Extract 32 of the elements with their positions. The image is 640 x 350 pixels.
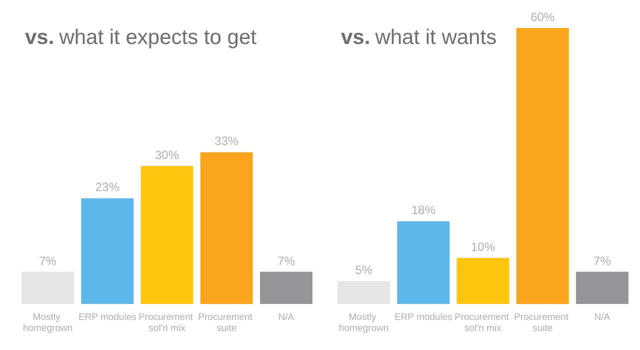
category-label: Procurement suite <box>198 312 252 334</box>
category-label: ERP modules <box>394 312 452 323</box>
category-label: ERP modules <box>78 312 136 323</box>
chart-title: vs. what it wants <box>341 26 497 49</box>
data-label: 23% <box>95 180 120 194</box>
bar <box>456 258 510 304</box>
bar <box>516 28 569 304</box>
category-label: N/A <box>278 312 294 323</box>
data-label: 5% <box>355 263 373 277</box>
category-label: Procurement suite <box>514 312 568 334</box>
data-label: 30% <box>154 148 180 162</box>
category-label: Procurement sol'n mix <box>454 312 509 334</box>
bar <box>397 221 450 304</box>
data-label: 7% <box>278 254 296 268</box>
data-label: 18% <box>411 203 436 218</box>
bar <box>81 198 134 304</box>
bar <box>22 272 74 304</box>
chart-title: vs. what it expects to get <box>25 26 257 49</box>
bar <box>140 166 194 304</box>
category-label: Mostly homegrown <box>22 312 73 334</box>
data-label: 33% <box>214 134 239 148</box>
data-label: 7% <box>594 254 612 268</box>
category-label: Procurement sol'n mix <box>138 312 193 334</box>
data-label: 60% <box>530 10 555 24</box>
data-label: 10% <box>470 240 496 254</box>
bar <box>200 152 253 304</box>
bar <box>260 272 312 304</box>
bar <box>576 272 628 304</box>
category-label: Mostly homegrown <box>338 312 389 334</box>
data-label: 7% <box>39 254 57 268</box>
category-label: N/A <box>594 312 610 323</box>
bar <box>338 281 390 304</box>
